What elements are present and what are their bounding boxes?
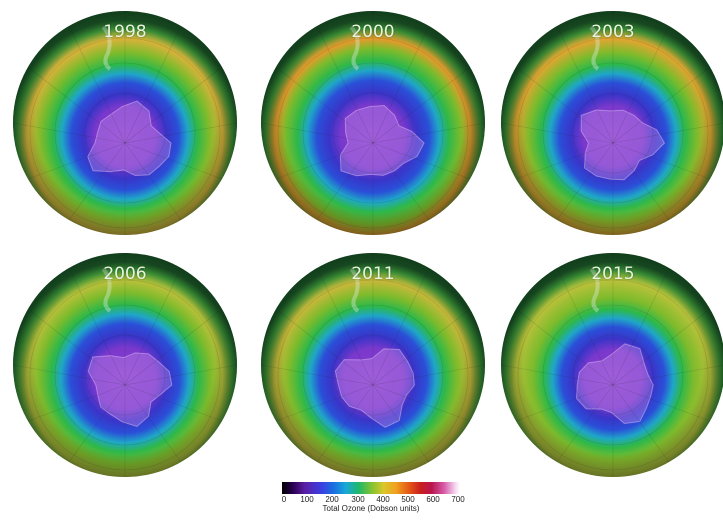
ozone-map-svg [260, 253, 486, 477]
ozone-map-svg [260, 11, 486, 235]
globe-edge-shade [501, 253, 723, 477]
year-label: 2015 [591, 264, 635, 284]
colorbar-title: Total Ozone (Dobson units) [322, 504, 420, 513]
globe-edge-shade [261, 11, 485, 235]
colorbar-gradient [282, 482, 460, 494]
year-label: 1998 [103, 22, 147, 42]
globe-edge-shade [13, 11, 237, 235]
year-label: 2000 [351, 22, 395, 42]
globe-2006: 2006 [10, 250, 240, 480]
globe-2000: 2000 [258, 8, 488, 238]
colorbar-tick: 400 [376, 495, 390, 504]
colorbar-tick: 200 [325, 495, 339, 504]
colorbar-tick: 500 [401, 495, 415, 504]
year-label: 2003 [591, 22, 635, 42]
globe-2011: 2011 [258, 250, 488, 480]
ozone-map-svg [12, 11, 238, 235]
globe-2003: 2003 [498, 8, 723, 238]
ozone-map-svg [500, 11, 723, 235]
globe-1998: 1998 [10, 8, 240, 238]
colorbar-tick: 300 [351, 495, 365, 504]
globe-2015: 2015 [498, 250, 723, 480]
colorbar-tick: 700 [451, 495, 465, 504]
ozone-map-svg [500, 253, 723, 477]
colorbar-ticks: 0 100 200 300 400 500 600 700 [278, 495, 465, 505]
year-label: 2006 [103, 264, 147, 284]
globe-edge-shade [501, 11, 723, 235]
ozone-colorbar-legend: 0 100 200 300 400 500 600 700 Total Ozon… [278, 482, 465, 520]
ozone-map-svg [12, 253, 238, 477]
globe-edge-shade [13, 253, 237, 477]
globe-edge-shade [261, 253, 485, 477]
year-label: 2011 [351, 264, 395, 284]
colorbar-tick: 600 [426, 495, 440, 504]
colorbar-tick: 100 [300, 495, 314, 504]
colorbar-tick: 0 [281, 495, 287, 504]
